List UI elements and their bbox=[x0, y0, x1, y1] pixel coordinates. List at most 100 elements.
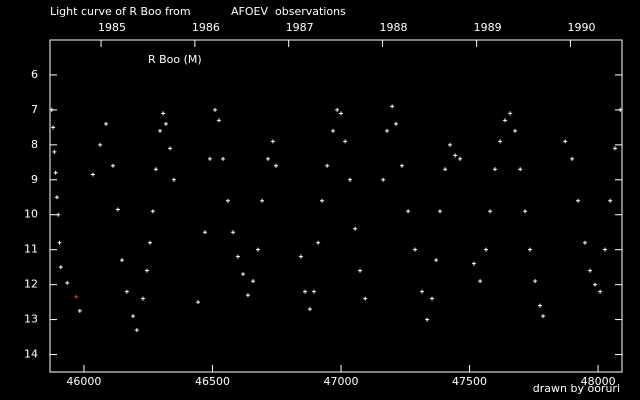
plot-frame bbox=[49, 39, 623, 373]
data-point bbox=[425, 317, 430, 322]
annotation: R Boo (M) bbox=[148, 53, 202, 66]
data-point bbox=[104, 121, 109, 126]
x-tick-label: 47000 bbox=[324, 375, 359, 388]
data-point bbox=[58, 265, 63, 270]
data-point bbox=[51, 125, 56, 130]
x2-tick-label: 1986 bbox=[192, 21, 220, 34]
x-tick-label: 47500 bbox=[452, 375, 487, 388]
data-point bbox=[498, 139, 503, 144]
x2-tick-label: 1985 bbox=[98, 21, 126, 34]
data-point bbox=[453, 153, 458, 158]
data-point bbox=[148, 240, 153, 245]
data-point bbox=[158, 128, 163, 133]
data-point bbox=[348, 177, 353, 182]
data-point bbox=[325, 163, 330, 168]
data-point bbox=[588, 268, 593, 273]
data-point bbox=[598, 289, 603, 294]
data-point bbox=[533, 279, 538, 284]
data-point bbox=[171, 177, 176, 182]
data-point bbox=[207, 156, 212, 161]
data-point bbox=[90, 172, 95, 177]
y-tick-label: 11 bbox=[24, 243, 38, 256]
data-point bbox=[213, 107, 218, 112]
data-point bbox=[196, 300, 201, 305]
data-point bbox=[419, 289, 424, 294]
data-point bbox=[563, 139, 568, 144]
data-point bbox=[363, 296, 368, 301]
data-point bbox=[266, 156, 271, 161]
data-point bbox=[150, 209, 155, 214]
data-point bbox=[537, 303, 542, 308]
data-point bbox=[478, 279, 483, 284]
y-tick-label: 10 bbox=[24, 208, 38, 221]
data-point bbox=[582, 240, 587, 245]
data-point bbox=[385, 128, 390, 133]
data-point bbox=[74, 294, 79, 299]
data-point bbox=[203, 230, 208, 235]
data-point bbox=[168, 146, 173, 151]
data-point bbox=[493, 167, 498, 172]
data-point bbox=[131, 314, 136, 319]
data-point bbox=[406, 209, 411, 214]
x2-tick-label: 1988 bbox=[380, 21, 408, 34]
data-point bbox=[335, 107, 340, 112]
data-point bbox=[518, 167, 523, 172]
data-point bbox=[319, 198, 324, 203]
data-point bbox=[134, 328, 139, 333]
data-point bbox=[437, 209, 442, 214]
data-point bbox=[270, 139, 275, 144]
y-tick-label: 7 bbox=[31, 103, 38, 116]
data-point bbox=[255, 247, 260, 252]
data-point bbox=[115, 207, 120, 212]
data-point bbox=[312, 289, 317, 294]
x2-tick-label: 1989 bbox=[474, 21, 502, 34]
data-point bbox=[608, 198, 613, 203]
data-point bbox=[331, 128, 336, 133]
data-point bbox=[251, 279, 256, 284]
x2-tick-label: 1990 bbox=[567, 21, 595, 34]
data-point bbox=[316, 240, 321, 245]
chart-title-highlight: AFOEV bbox=[231, 5, 268, 18]
x-tick-label: 46500 bbox=[195, 375, 230, 388]
data-point bbox=[399, 163, 404, 168]
credit: drawn by ooruri bbox=[533, 382, 620, 395]
data-point bbox=[52, 149, 57, 154]
data-point bbox=[471, 261, 476, 266]
data-point bbox=[523, 209, 528, 214]
data-point bbox=[245, 293, 250, 298]
data-point bbox=[153, 167, 158, 172]
data-point bbox=[503, 118, 508, 123]
data-point bbox=[241, 272, 246, 277]
data-point bbox=[231, 230, 236, 235]
data-point bbox=[458, 156, 463, 161]
data-point bbox=[216, 118, 221, 123]
data-point bbox=[298, 254, 303, 259]
data-point bbox=[77, 308, 82, 313]
data-point bbox=[144, 268, 149, 273]
data-point bbox=[443, 167, 448, 172]
data-point bbox=[570, 156, 575, 161]
x-tick-label: 46000 bbox=[66, 375, 101, 388]
data-point bbox=[273, 163, 278, 168]
y-tick-label: 9 bbox=[31, 173, 38, 186]
data-point bbox=[141, 296, 146, 301]
y-tick-label: 12 bbox=[24, 278, 38, 291]
data-point bbox=[358, 268, 363, 273]
data-point bbox=[390, 104, 395, 109]
data-point bbox=[394, 121, 399, 126]
data-point bbox=[339, 111, 344, 116]
data-point bbox=[225, 198, 230, 203]
data-point bbox=[260, 198, 265, 203]
data-point bbox=[65, 280, 70, 285]
data-point bbox=[235, 254, 240, 259]
data-point bbox=[484, 247, 489, 252]
data-point bbox=[593, 282, 598, 287]
data-point bbox=[161, 111, 166, 116]
data-point bbox=[163, 121, 168, 126]
data-point bbox=[613, 146, 618, 151]
data-point bbox=[541, 314, 546, 319]
data-point bbox=[98, 142, 103, 147]
data-point bbox=[430, 296, 435, 301]
